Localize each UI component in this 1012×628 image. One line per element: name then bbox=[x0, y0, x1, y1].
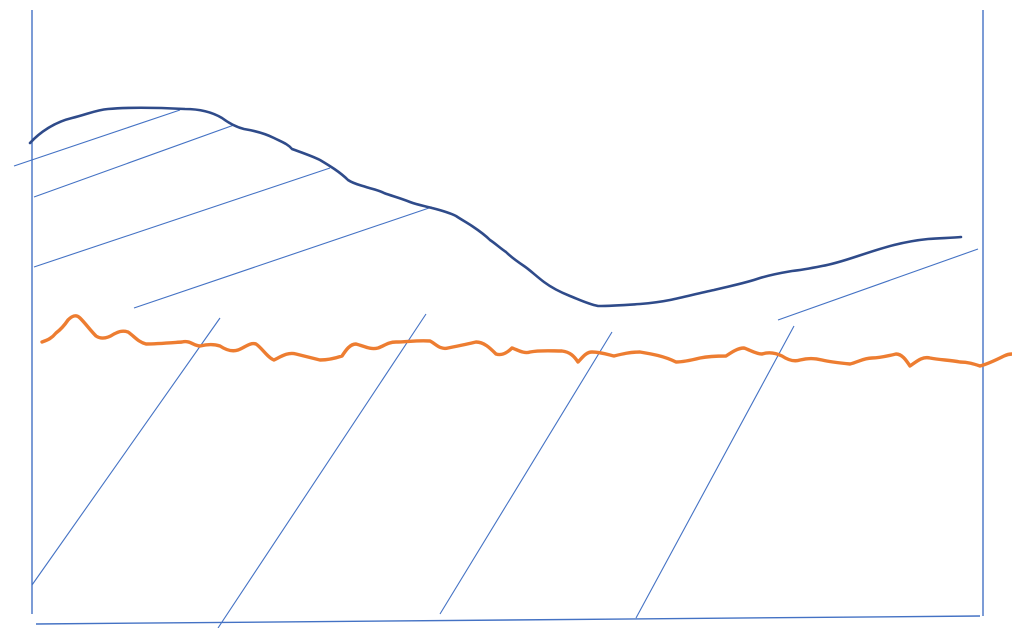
hatch-line bbox=[33, 124, 235, 198]
hatch-line bbox=[439, 331, 613, 615]
upper-wavy-boundary bbox=[28, 106, 963, 308]
hatch-line bbox=[133, 206, 433, 309]
bottom-boundary-line bbox=[35, 615, 981, 625]
hatch-line bbox=[33, 167, 331, 268]
upper-region-hatching bbox=[13, 109, 979, 321]
lower-region-hatching bbox=[31, 313, 795, 628]
hatch-line bbox=[217, 313, 427, 628]
hatch-line bbox=[635, 325, 795, 619]
hatch-line bbox=[31, 317, 221, 586]
lower-wavy-boundary bbox=[40, 314, 1012, 368]
hatch-line bbox=[13, 109, 181, 167]
hatch-line bbox=[777, 248, 979, 321]
